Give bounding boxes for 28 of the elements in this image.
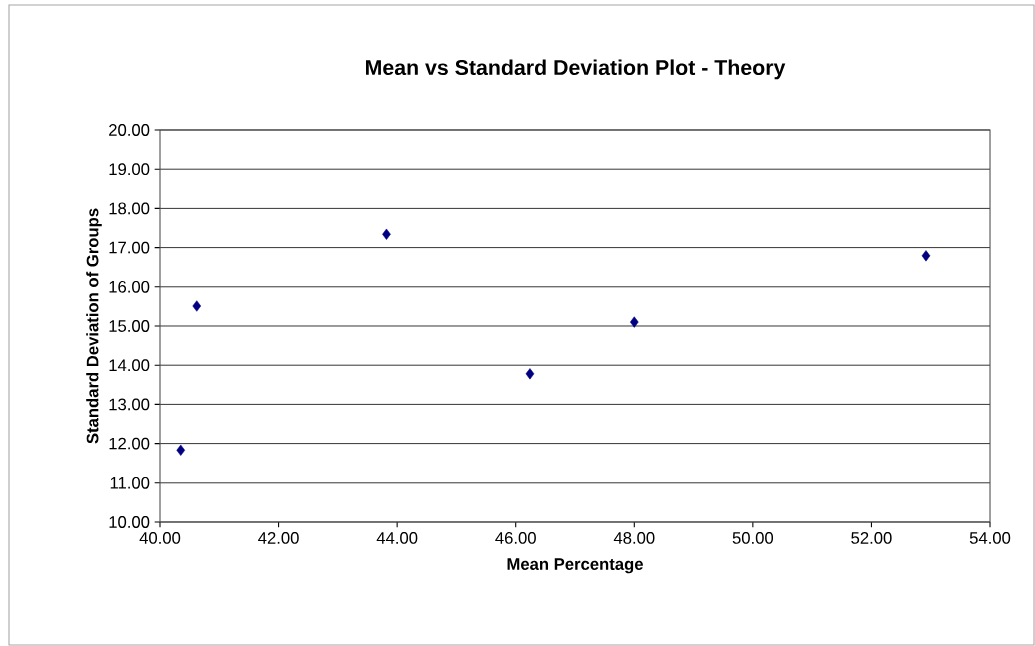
y-tick-label: 20.00 [109, 124, 150, 136]
x-tick-label: 52.00 [851, 532, 892, 544]
y-tick-label: 15.00 [109, 320, 150, 332]
y-tick-label: 18.00 [109, 202, 150, 215]
point [630, 316, 639, 328]
chart-title: Mean vs Standard Deviation Plot - Theory [366, 59, 786, 80]
y-tick-label: 19.00 [109, 163, 150, 176]
x-tick-label: 40.00 [139, 532, 181, 544]
point [192, 300, 202, 312]
x-tick-label: 48.00 [613, 532, 655, 544]
point [176, 444, 186, 456]
y-tick-label: 14.00 [109, 359, 150, 372]
x-tick-label: 54.00 [969, 532, 1011, 544]
point [525, 368, 535, 380]
y-tick-label: 13.00 [109, 398, 150, 411]
x-tick-label: 50.00 [732, 532, 774, 544]
point [382, 228, 391, 240]
x-axis-title: Mean Percentage [507, 558, 643, 574]
y-tick-label: 10.00 [109, 516, 150, 528]
x-tick-label: 46.00 [495, 532, 536, 544]
y-tick-label: 12.00 [109, 437, 150, 450]
y-tick-label: 17.00 [109, 241, 150, 254]
y-axis-title: Standard Deviation of Groups [86, 208, 102, 444]
point [921, 250, 931, 262]
x-tick-label: 42.00 [258, 532, 299, 544]
y-tick-label: 11.00 [110, 476, 150, 489]
y-tick-label: 16.00 [109, 280, 150, 293]
x-tick-label: 44.00 [376, 532, 418, 544]
